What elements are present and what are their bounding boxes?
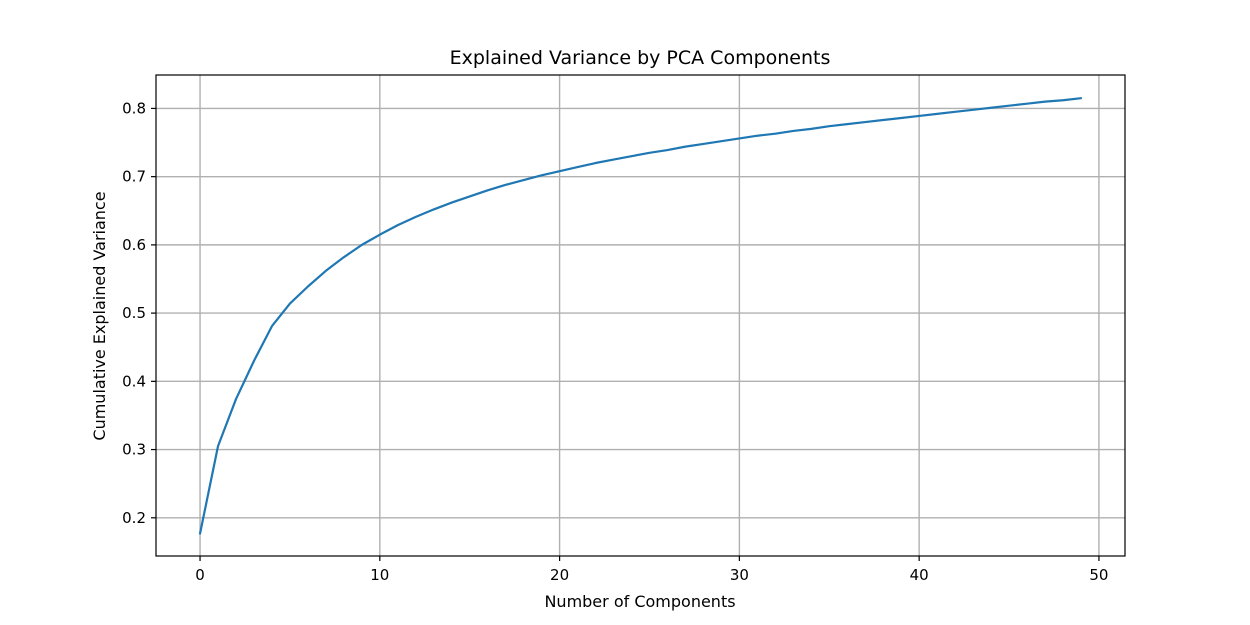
y-axis-label: Cumulative Explained Variance [90,191,109,440]
y-tick-label: 0.7 [122,168,146,186]
y-tick-label: 0.4 [122,372,146,390]
y-tick-label: 0.8 [122,99,146,117]
y-axis: 0.2 0.3 0.4 0.5 0.6 0.7 0.8 [122,99,156,527]
x-tick-label: 0 [195,566,205,584]
y-tick-label: 0.5 [122,304,146,322]
x-tick-label: 30 [730,566,749,584]
x-tick-label: 20 [550,566,569,584]
x-tick-label: 40 [910,566,929,584]
grid [156,75,1125,556]
plot-frame [155,74,1126,557]
x-tick-label: 50 [1089,566,1108,584]
y-tick-label: 0.3 [122,441,146,459]
y-tick-label: 0.6 [122,236,146,254]
chart-title: Explained Variance by PCA Components [450,47,831,69]
series-line [198,97,1083,535]
x-axis-label: Number of Components [544,592,735,611]
y-tick-label: 0.2 [122,509,146,527]
series-layer [198,97,1083,535]
x-tick-label: 10 [370,566,389,584]
x-axis: 0 10 20 30 40 50 [195,556,1108,584]
